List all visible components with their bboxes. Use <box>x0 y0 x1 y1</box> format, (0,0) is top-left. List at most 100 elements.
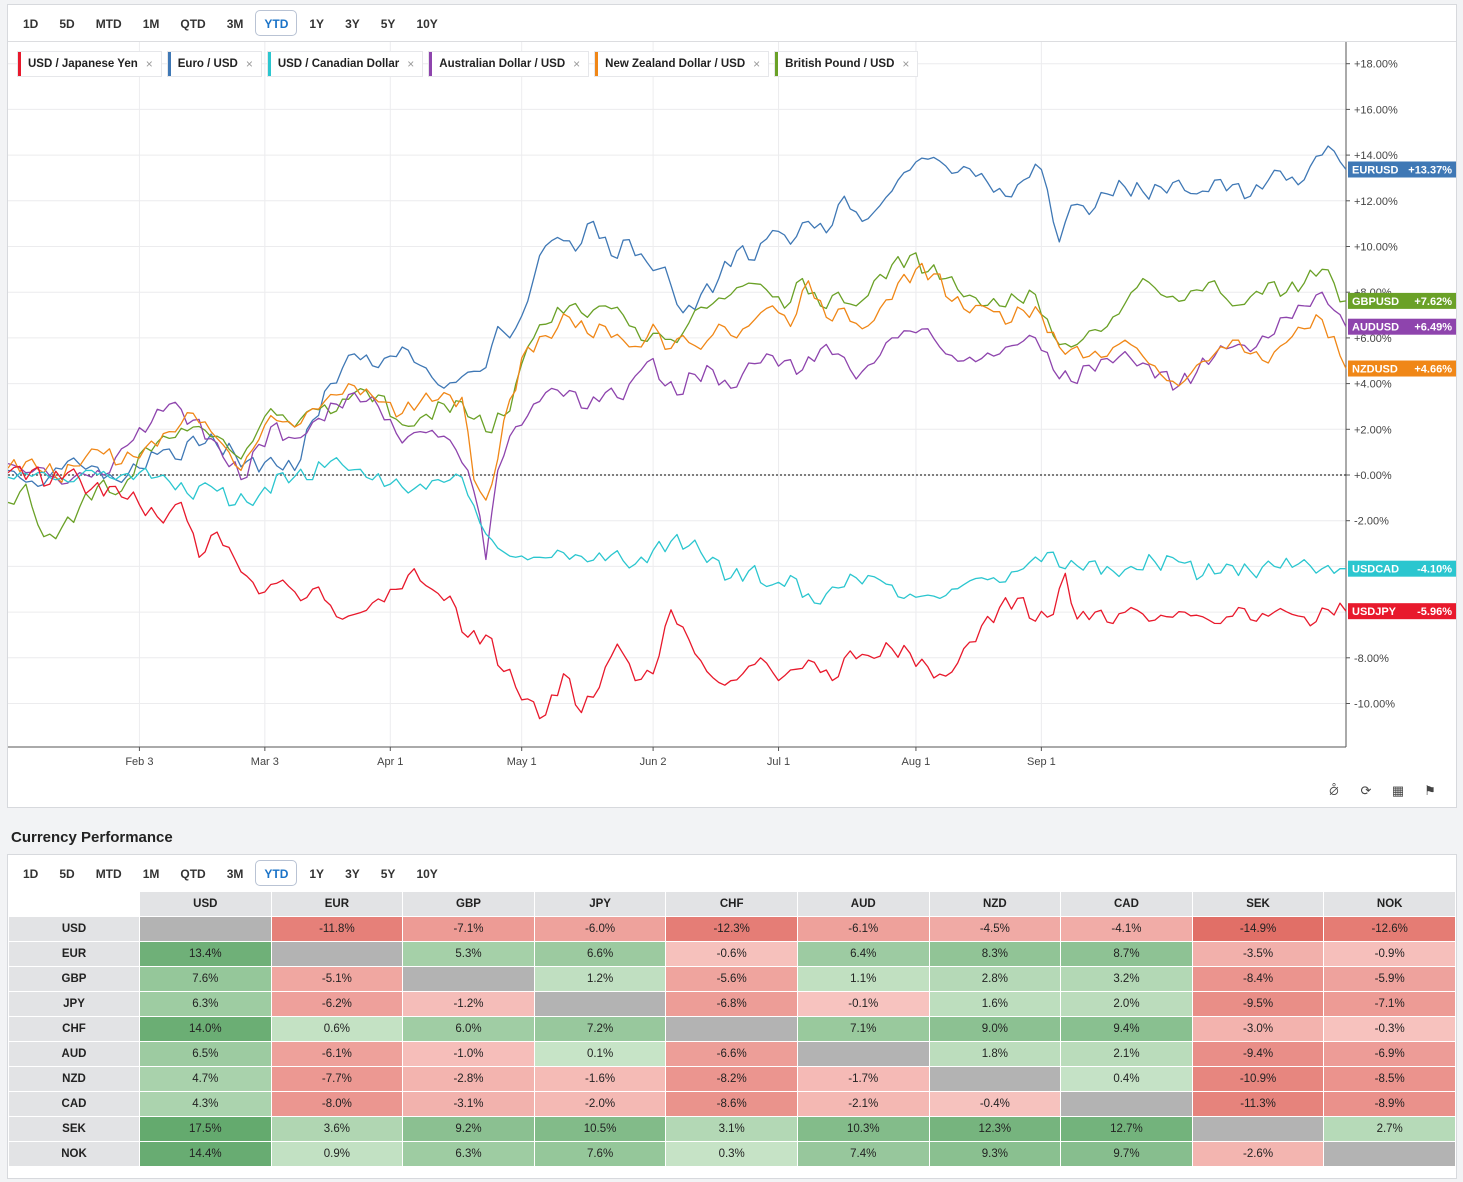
table-cell-empty <box>534 992 666 1016</box>
table-cell: 7.6% <box>140 967 271 991</box>
series-badge-code: EURUSD <box>1352 164 1399 176</box>
chart-tab-1y[interactable]: 1Y <box>309 17 325 31</box>
performance-table: USD EUR GBP JPY CHF AUD NZD CAD SEK NOK USD -11.8%… <box>8 891 1456 1167</box>
legend-item[interactable]: USD / Japanese Yen × <box>18 52 161 76</box>
series-badge-code: NZDUSD <box>1352 364 1398 376</box>
table-cell: 4.3% <box>140 1092 271 1116</box>
table-cell: -6.2% <box>271 992 403 1016</box>
grid-icon[interactable]: ▦ <box>1391 783 1405 798</box>
table-cell: -4.1% <box>1061 917 1192 941</box>
chart-area: +18.00%+16.00%+14.00%+12.00%+10.00%+8.00… <box>8 41 1456 778</box>
table-cell: 9.0% <box>929 1017 1061 1041</box>
table-cell: 0.6% <box>271 1017 403 1041</box>
legend-item[interactable]: Australian Dollar / USD × <box>429 52 589 76</box>
chart-toolbar: ⦲ ⟳ ▦ ⚑ <box>1318 783 1446 799</box>
reset-icon[interactable]: ⟳ <box>1360 783 1372 798</box>
table-cell: 10.5% <box>534 1117 666 1141</box>
row-header: SEK <box>9 1117 139 1141</box>
table-tab-3m[interactable]: 3M <box>226 867 244 881</box>
column-header[interactable]: EUR <box>271 892 403 916</box>
table-corner <box>9 892 139 916</box>
remove-series-icon[interactable]: × <box>753 57 761 71</box>
series-badge <box>1348 292 1456 309</box>
column-header[interactable]: NOK <box>1324 892 1455 916</box>
chart-legend: USD / Japanese Yen × Euro / USD × USD / Cana… <box>18 52 924 76</box>
table-tab-1m[interactable]: 1M <box>142 867 160 881</box>
column-header[interactable]: USD <box>140 892 271 916</box>
series-badge <box>1348 560 1456 577</box>
hide-icon[interactable]: ⦲ <box>1329 783 1339 798</box>
remove-series-icon[interactable]: × <box>145 57 153 71</box>
table-cell: 7.2% <box>534 1017 666 1041</box>
column-header[interactable]: CHF <box>666 892 797 916</box>
remove-series-icon[interactable]: × <box>407 57 415 71</box>
table-cell: -5.9% <box>1324 967 1455 991</box>
table-row: AUD 6.5% -6.1% -1.0% 0.1% -6.6% 1.8% 2.1% -9.4% -… <box>9 1042 1455 1066</box>
table-tab-5d[interactable]: 5D <box>59 867 75 881</box>
remove-series-icon[interactable]: × <box>902 57 910 71</box>
table-tab-5y[interactable]: 5Y <box>380 867 396 881</box>
column-header[interactable]: CAD <box>1061 892 1192 916</box>
table-cell: -6.0% <box>534 917 666 941</box>
chart-tab-5d[interactable]: 5D <box>59 17 75 31</box>
table-cell: -6.9% <box>1324 1042 1455 1066</box>
table-tab-qtd[interactable]: QTD <box>180 867 206 881</box>
column-header[interactable]: JPY <box>534 892 666 916</box>
remove-series-icon[interactable]: × <box>573 57 581 71</box>
chart-tab-10y[interactable]: 10Y <box>416 17 438 31</box>
remove-series-icon[interactable]: × <box>245 57 253 71</box>
table-cell: -8.0% <box>271 1092 403 1116</box>
table-row: JPY 6.3% -6.2% -1.2% -6.8% -0.1% 1.6% 2.0% -9.5%… <box>9 992 1455 1016</box>
tag-icon[interactable]: ⚑ <box>1424 783 1436 798</box>
row-header: GBP <box>9 967 139 991</box>
table-tab-10y[interactable]: 10Y <box>416 867 438 881</box>
table-cell: 0.3% <box>666 1142 797 1166</box>
table-row: EUR 13.4% 5.3% 6.6% -0.6% 6.4% 8.3% 8.7% -3.5% -0… <box>9 942 1455 966</box>
table-cell: -4.5% <box>929 917 1061 941</box>
table-tab-ytd[interactable]: YTD <box>255 860 298 886</box>
column-header[interactable]: GBP <box>403 892 534 916</box>
table-cell: -2.8% <box>403 1067 534 1091</box>
chart-tab-mtd[interactable]: MTD <box>95 17 122 31</box>
chart-tab-1d[interactable]: 1D <box>23 17 39 31</box>
series-badge-code: USDCAD <box>1352 564 1399 576</box>
y-tick-label: +18.00% <box>1354 59 1398 71</box>
legend-item[interactable]: USD / Canadian Dollar × <box>267 52 423 76</box>
chart-tab-3m[interactable]: 3M <box>226 17 244 31</box>
column-header[interactable]: AUD <box>797 892 929 916</box>
column-header[interactable]: SEK <box>1192 892 1324 916</box>
table-tab-3y[interactable]: 3Y <box>345 867 360 881</box>
table-cell: -2.1% <box>797 1092 929 1116</box>
series-line-nzdusd <box>8 262 1347 501</box>
table-row: CAD 4.3% -8.0% -3.1% -2.0% -8.6% -2.1% -0.4% -11… <box>9 1092 1455 1116</box>
table-row: NOK 14.4% 0.9% 6.3% 7.6% 0.3% 7.4% 9.3% 9.7% -2.6… <box>9 1142 1455 1166</box>
table-cell-empty <box>666 1017 797 1041</box>
series-badge-value: +7.62% <box>1414 296 1452 308</box>
table-cell: 0.9% <box>271 1142 403 1166</box>
table-cell: 9.4% <box>1061 1017 1192 1041</box>
legend-item[interactable]: New Zealand Dollar / USD × <box>595 52 769 76</box>
chart-tab-qtd[interactable]: QTD <box>180 17 206 31</box>
table-cell: -11.3% <box>1192 1092 1324 1116</box>
performance-panel: 1D 5D MTD 1M QTD 3M YTD 1Y 3Y 5Y 10Y USD EUR GBP JPY C… <box>7 854 1457 1179</box>
y-tick-label: +10.00% <box>1354 242 1398 254</box>
table-tab-1y[interactable]: 1Y <box>309 867 325 881</box>
table-cell: -8.4% <box>1192 967 1324 991</box>
table-cell-empty <box>1192 1117 1324 1141</box>
table-cell: 9.3% <box>929 1142 1061 1166</box>
table-tab-mtd[interactable]: MTD <box>95 867 122 881</box>
table-tab-1d[interactable]: 1D <box>23 867 39 881</box>
x-tick-label: Mar 3 <box>251 756 279 768</box>
chart-tab-5y[interactable]: 5Y <box>380 17 396 31</box>
table-cell: 1.2% <box>534 967 666 991</box>
table-cell-empty <box>1324 1142 1455 1166</box>
legend-item[interactable]: British Pound / USD × <box>775 52 918 76</box>
table-cell: 2.7% <box>1324 1117 1455 1141</box>
chart-tab-3y[interactable]: 3Y <box>345 17 360 31</box>
chart-period-tabs: 1D 5D MTD 1M QTD 3M YTD 1Y 3Y 5Y 10Y <box>14 10 450 36</box>
chart-tab-ytd[interactable]: YTD <box>255 10 298 36</box>
legend-item[interactable]: Euro / USD × <box>167 52 261 76</box>
chart-tab-1m[interactable]: 1M <box>142 17 160 31</box>
column-header[interactable]: NZD <box>929 892 1061 916</box>
table-cell: 6.5% <box>140 1042 271 1066</box>
